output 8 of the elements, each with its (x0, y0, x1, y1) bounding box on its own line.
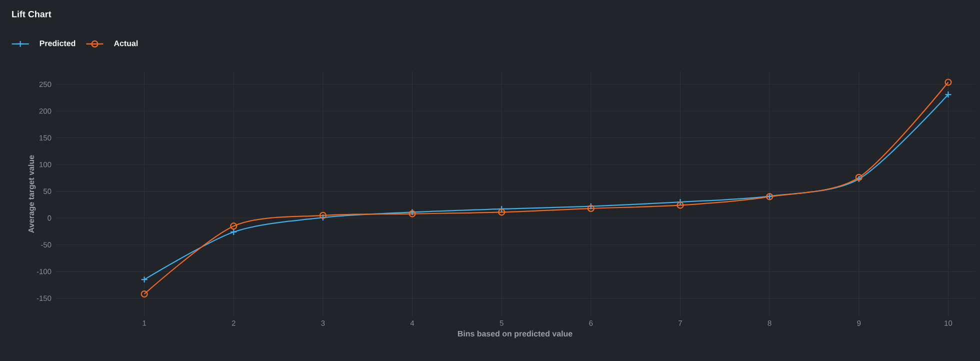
point (319, 212, 327, 219)
point (676, 202, 684, 209)
point (230, 222, 238, 230)
point (498, 208, 506, 216)
point (676, 198, 684, 206)
point (498, 205, 506, 213)
point (319, 214, 327, 222)
chart-title: Lift Chart (12, 10, 52, 18)
